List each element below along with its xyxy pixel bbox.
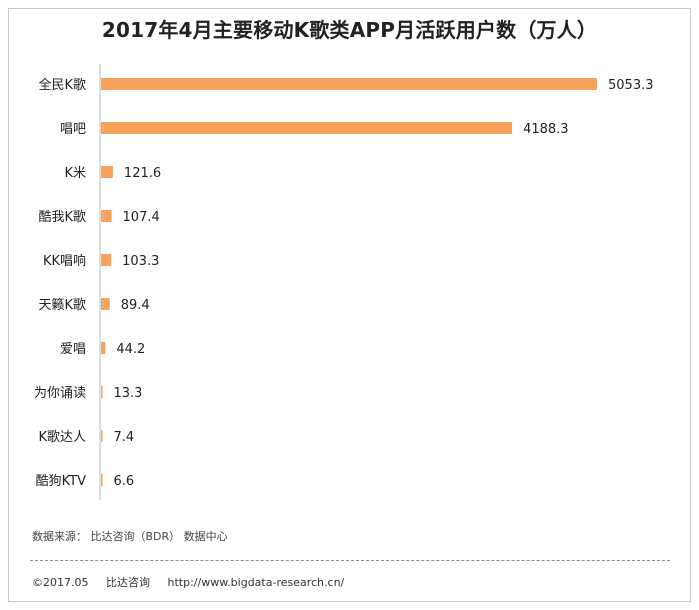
bar (101, 210, 112, 222)
value-label: 103.3 (122, 254, 159, 269)
category-label: 酷我K歌 (38, 210, 86, 225)
bar (101, 342, 106, 354)
value-label: 6.6 (114, 474, 135, 489)
value-label: 13.3 (114, 386, 143, 401)
value-label: 121.6 (124, 166, 161, 181)
bar-chart: 全民K歌 5053.3 唱吧 4188.3 K米 121.6 酷我K歌 107.4 KK唱响 10… (34, 64, 654, 500)
bar (101, 166, 113, 178)
bar (101, 254, 112, 266)
value-label: 44.2 (116, 342, 145, 357)
category-label: K米 (64, 166, 86, 181)
value-label: 4188.3 (523, 122, 569, 137)
value-label: 5053.3 (608, 78, 654, 93)
bar (101, 386, 103, 398)
category-label: KK唱响 (43, 253, 86, 269)
footer-url: http://www.bigdata-research.cn/ (167, 576, 345, 589)
separator (30, 560, 670, 561)
chart-title: 2017年4月主要移动K歌类APP月活跃用户数（万人） (101, 18, 598, 42)
category-label: 天籁K歌 (38, 298, 86, 313)
category-label: K歌达人 (38, 430, 86, 445)
category-label: 唱吧 (60, 122, 86, 137)
footer: ©2017.05 比达咨询 http://www.bigdata-researc… (32, 574, 358, 590)
bar (101, 78, 597, 90)
chart-frame (8, 8, 691, 602)
footer-copyright: ©2017.05 (32, 576, 89, 589)
bar (101, 430, 103, 442)
footer-company: 比达咨询 (106, 576, 150, 589)
category-label: 爱唱 (60, 342, 86, 357)
value-label: 89.4 (121, 298, 150, 313)
bar (101, 122, 513, 134)
category-label: 全民K歌 (38, 77, 86, 93)
data-source: 数据来源： 比达咨询（BDR） 数据中心 (32, 530, 228, 543)
bars-group: 全民K歌 5053.3 唱吧 4188.3 K米 121.6 酷我K歌 107.4 KK唱响 10… (34, 77, 654, 489)
bar (101, 474, 103, 486)
category-label: 为你诵读 (34, 386, 86, 401)
bar (101, 298, 110, 310)
value-label: 7.4 (114, 430, 135, 445)
value-label: 107.4 (123, 210, 160, 225)
category-label: 酷狗KTV (36, 474, 86, 489)
